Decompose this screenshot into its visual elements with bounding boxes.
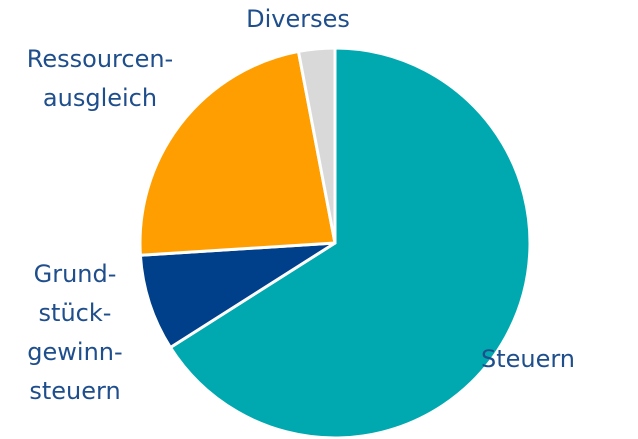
slice-label: Grund-stück-gewinn-steuern bbox=[27, 260, 122, 405]
slice-label: Diverses bbox=[246, 5, 350, 33]
pie-slice bbox=[296, 46, 337, 245]
label-line: Ressourcen- bbox=[27, 45, 173, 73]
label-line: stück- bbox=[39, 299, 112, 327]
label-line: Grund- bbox=[34, 260, 117, 288]
label-line: steuern bbox=[29, 377, 120, 405]
slice-label: Ressourcen-ausgleich bbox=[27, 45, 173, 112]
slice-label: Steuern bbox=[481, 345, 575, 373]
label-line: ausgleich bbox=[43, 84, 157, 112]
label-line: Diverses bbox=[246, 5, 350, 33]
pie-slice bbox=[138, 49, 337, 257]
pie-slice bbox=[138, 241, 337, 349]
label-line: gewinn- bbox=[27, 338, 122, 366]
label-line: Steuern bbox=[481, 345, 575, 373]
pie-slice bbox=[168, 46, 532, 439]
